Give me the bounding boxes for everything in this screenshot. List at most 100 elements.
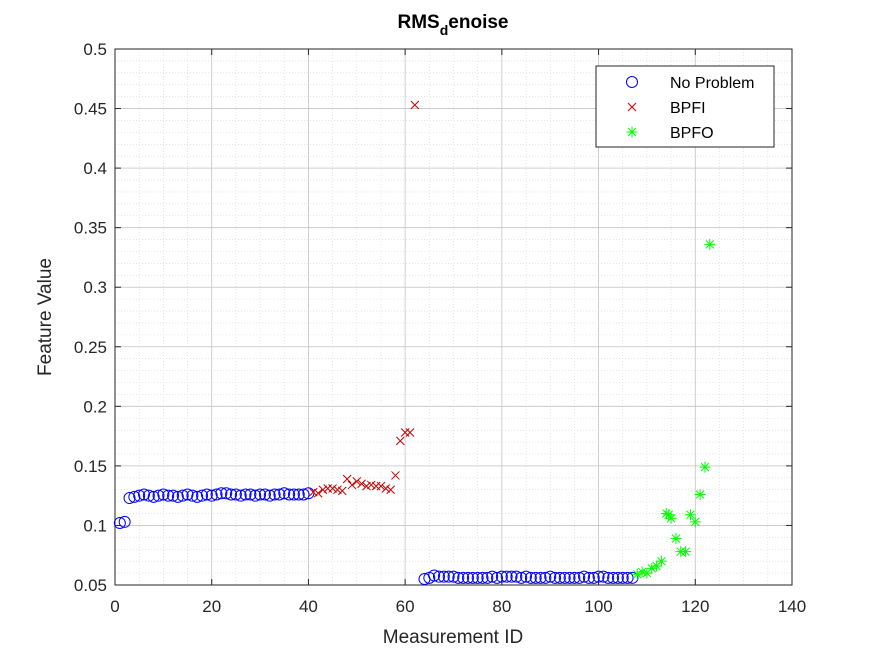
data-point <box>428 569 441 582</box>
data-point <box>191 490 204 503</box>
data-point <box>670 533 682 545</box>
data-point <box>665 512 677 524</box>
data-point <box>157 488 170 501</box>
data-point <box>123 492 136 505</box>
data-point <box>342 474 352 484</box>
data-point <box>457 571 470 584</box>
data-point <box>410 100 420 110</box>
data-point <box>254 488 267 501</box>
data-point <box>582 571 595 584</box>
data-point <box>587 571 600 584</box>
legend-marker <box>627 102 637 112</box>
data-point <box>607 571 620 584</box>
data-point <box>568 571 581 584</box>
data-point <box>297 488 310 501</box>
data-point <box>558 571 571 584</box>
data-point <box>616 571 629 584</box>
data-point <box>263 489 276 502</box>
data-point <box>205 489 218 502</box>
data-point <box>549 571 562 584</box>
data-point <box>491 571 504 584</box>
y-tick-label: 0.45 <box>74 100 107 119</box>
series-no-problem <box>113 487 639 586</box>
x-tick-label: 80 <box>492 597 511 616</box>
data-point <box>486 570 499 583</box>
data-point <box>347 480 357 490</box>
data-point <box>655 555 667 567</box>
data-point <box>442 570 455 583</box>
data-point <box>476 571 489 584</box>
legend-label: BPFO <box>670 125 714 142</box>
data-point <box>152 489 165 502</box>
data-point <box>592 570 605 583</box>
x-axis-label: Measurement ID <box>383 627 523 648</box>
data-point <box>447 570 460 583</box>
data-point <box>481 571 494 584</box>
series-bpfo <box>631 238 716 580</box>
data-point <box>196 489 209 502</box>
data-point <box>167 489 180 502</box>
x-tick-label: 120 <box>681 597 709 616</box>
data-point <box>684 509 696 521</box>
legend-marker <box>626 76 638 88</box>
data-point <box>287 488 300 501</box>
y-tick-label: 0.2 <box>83 397 107 416</box>
data-point <box>578 570 591 583</box>
data-point <box>641 567 653 579</box>
data-point <box>495 570 508 583</box>
data-point <box>391 471 400 480</box>
axis-ticks <box>114 48 793 586</box>
data-point <box>694 488 706 500</box>
legend-label: BPFI <box>670 100 706 117</box>
data-point <box>646 562 658 574</box>
data-point <box>452 571 465 584</box>
data-point <box>466 571 479 584</box>
data-point <box>611 571 624 584</box>
legend-entry: BPFO <box>626 125 714 142</box>
data-point <box>225 488 238 501</box>
data-point <box>520 570 533 583</box>
data-point <box>505 570 518 583</box>
data-point <box>147 490 160 503</box>
data-point <box>573 571 586 584</box>
data-point <box>181 488 194 501</box>
data-point <box>539 571 552 584</box>
data-point <box>524 571 537 584</box>
data-point <box>283 488 296 501</box>
data-point <box>138 488 151 501</box>
data-point <box>534 571 547 584</box>
data-point <box>268 488 281 501</box>
data-point <box>244 488 257 501</box>
data-point <box>544 570 557 583</box>
y-tick-label: 0.3 <box>83 278 107 297</box>
data-point <box>313 488 323 498</box>
y-tick-label: 0.15 <box>74 457 107 476</box>
data-point <box>597 570 610 583</box>
data-point <box>563 571 576 584</box>
x-tick-label: 100 <box>584 597 612 616</box>
data-point <box>636 566 648 578</box>
data-point <box>210 488 223 501</box>
y-tick-label: 0.4 <box>83 159 107 178</box>
data-point <box>704 238 716 250</box>
y-tick-label: 0.05 <box>74 576 107 595</box>
data-point <box>626 571 639 584</box>
legend-marker <box>626 126 638 138</box>
x-tick-label: 0 <box>110 597 119 616</box>
data-point <box>176 489 189 502</box>
x-tick-label: 20 <box>202 597 221 616</box>
data-point <box>258 488 271 501</box>
data-point <box>215 487 228 500</box>
data-point <box>229 488 242 501</box>
data-point <box>699 461 711 473</box>
data-point <box>234 489 247 502</box>
series-bpfi <box>308 100 420 498</box>
data-point <box>510 570 523 583</box>
y-tick-label: 0.35 <box>74 219 107 238</box>
data-point <box>186 489 199 502</box>
data-point <box>515 571 528 584</box>
data-point <box>162 489 175 502</box>
data-point <box>249 489 262 502</box>
x-tick-labels: 0 20 40 60 80 100 120 140 <box>110 597 806 616</box>
